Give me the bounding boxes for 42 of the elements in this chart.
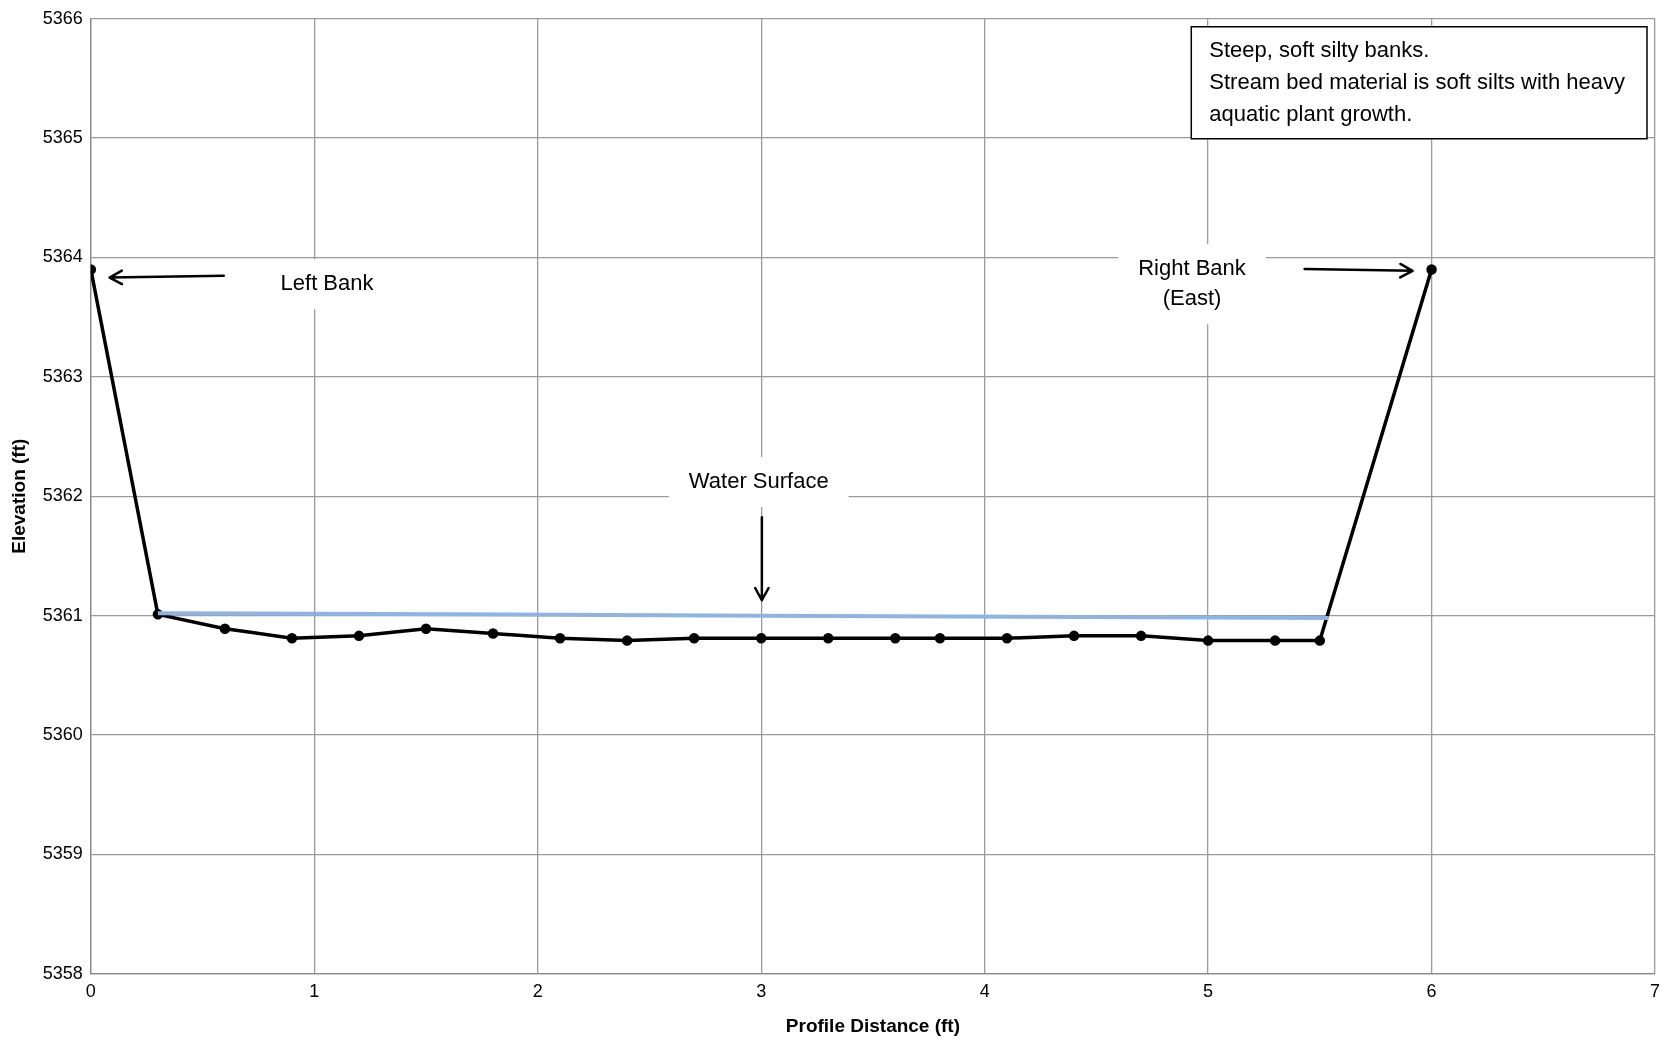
y-axis-title: Elevation (ft)	[7, 438, 29, 554]
point	[934, 632, 946, 644]
y-tick-label: 5362	[42, 485, 83, 506]
point	[1001, 632, 1013, 644]
point	[1269, 635, 1281, 646]
point	[1314, 635, 1326, 646]
x-tick-label: 0	[85, 981, 96, 1002]
annotation: Steep, soft silty banks. Stream bed material is soft silts with heavy aquatic plant growth.	[1209, 36, 1626, 126]
point	[219, 623, 231, 634]
point	[554, 632, 566, 644]
y-tick-label: 5360	[42, 723, 83, 744]
point	[621, 635, 633, 646]
point	[1426, 264, 1437, 275]
y-tick-label: 5358	[42, 962, 83, 983]
annotation: Right Bank (East)	[1138, 255, 1247, 311]
point	[755, 632, 767, 644]
annotation: Left Bank	[280, 270, 375, 296]
y-tick-label: 5359	[42, 843, 83, 864]
point	[1135, 630, 1147, 642]
y-tick-label: 5364	[42, 246, 83, 267]
point	[420, 623, 432, 634]
y-tick-label: 5363	[42, 365, 83, 386]
x-tick-label: 7	[1649, 981, 1661, 1002]
x-tick-label: 1	[309, 981, 320, 1002]
point	[890, 632, 901, 644]
annotation: Water Surface	[688, 467, 829, 493]
point	[353, 630, 365, 642]
point	[1068, 630, 1080, 642]
point	[286, 632, 298, 644]
x-tick-label: 3	[756, 981, 767, 1002]
point	[688, 632, 700, 644]
x-axis-title: Profile Distance (ft)	[785, 1014, 961, 1036]
y-tick-label: 5365	[42, 127, 83, 148]
x-tick-label: 5	[1203, 981, 1214, 1002]
point	[822, 632, 834, 644]
y-tick-label: 5366	[42, 7, 83, 28]
x-tick-label: 2	[532, 981, 543, 1002]
y-tick-label: 5361	[42, 604, 83, 625]
x-tick-label: 6	[1426, 981, 1437, 1002]
x-tick-label: 4	[979, 981, 990, 1002]
point	[487, 628, 499, 639]
point	[1202, 635, 1214, 646]
